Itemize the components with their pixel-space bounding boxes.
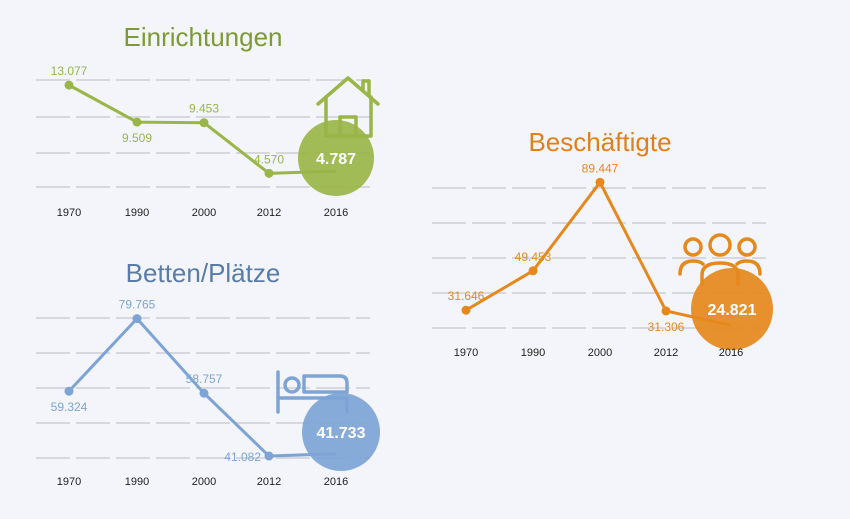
data-point xyxy=(64,80,74,90)
data-label-highlight: 41.733 xyxy=(317,425,366,442)
chart-title: Betten/Plätze xyxy=(126,258,281,288)
x-tick-label: 2016 xyxy=(324,207,348,219)
chart-2: Betten/Plätze 59.324 79.765 58.757 41.082 41.… xyxy=(36,258,380,488)
data-label: 31.306 xyxy=(648,320,685,334)
data-point xyxy=(199,388,209,398)
x-tick-label: 1990 xyxy=(125,207,149,219)
x-tick-label: 1970 xyxy=(57,476,81,488)
data-label: 9.509 xyxy=(122,131,152,145)
data-point xyxy=(199,118,209,128)
x-tick-label: 1970 xyxy=(57,207,81,219)
x-tick-label: 2000 xyxy=(192,476,216,488)
chart-title: Einrichtungen xyxy=(124,22,283,52)
highlight-circle xyxy=(691,268,773,350)
data-point xyxy=(528,266,538,276)
data-point xyxy=(264,451,274,461)
data-label: 59.324 xyxy=(51,400,88,414)
data-point xyxy=(132,314,142,324)
x-tick-label: 1970 xyxy=(454,347,478,359)
data-point xyxy=(461,305,471,315)
chart-1: Einrichtungen 13.077 9.509 9.453 4.570 4.787 1… xyxy=(36,22,380,219)
x-tick-label: 2012 xyxy=(654,347,678,359)
data-point xyxy=(661,306,671,316)
people-icon xyxy=(678,233,762,286)
data-point xyxy=(595,177,605,187)
x-tick-label: 2012 xyxy=(257,476,281,488)
data-label: 79.765 xyxy=(119,298,156,312)
data-label: 13.077 xyxy=(51,64,88,78)
x-tick-label: 1990 xyxy=(521,347,545,359)
data-label: 58.757 xyxy=(186,372,223,386)
data-label: 89.447 xyxy=(582,161,619,175)
x-tick-label: 2012 xyxy=(257,207,281,219)
highlight-circle xyxy=(298,120,374,196)
data-point xyxy=(264,168,274,178)
data-label: 49.453 xyxy=(515,250,552,264)
data-label: 31.646 xyxy=(448,289,485,303)
x-tick-label: 1990 xyxy=(125,476,149,488)
series-line xyxy=(68,83,337,175)
data-point xyxy=(132,117,142,127)
chart-title: Beschäftigte xyxy=(528,127,671,157)
data-label: 41.082 xyxy=(224,450,261,464)
data-label: 4.570 xyxy=(254,152,284,166)
highlight-circle xyxy=(302,393,380,471)
data-label-highlight: 24.821 xyxy=(708,302,757,319)
chart-3: Beschäftigte 31.646 49.453 89.447 31.306 24.8… xyxy=(432,127,773,359)
x-tick-label: 2016 xyxy=(719,347,743,359)
x-tick-label: 2000 xyxy=(192,207,216,219)
x-tick-label: 2000 xyxy=(588,347,612,359)
data-point xyxy=(64,386,74,396)
data-label: 9.453 xyxy=(189,102,219,116)
x-tick-label: 2016 xyxy=(324,476,348,488)
data-label-highlight: 4.787 xyxy=(316,151,356,168)
